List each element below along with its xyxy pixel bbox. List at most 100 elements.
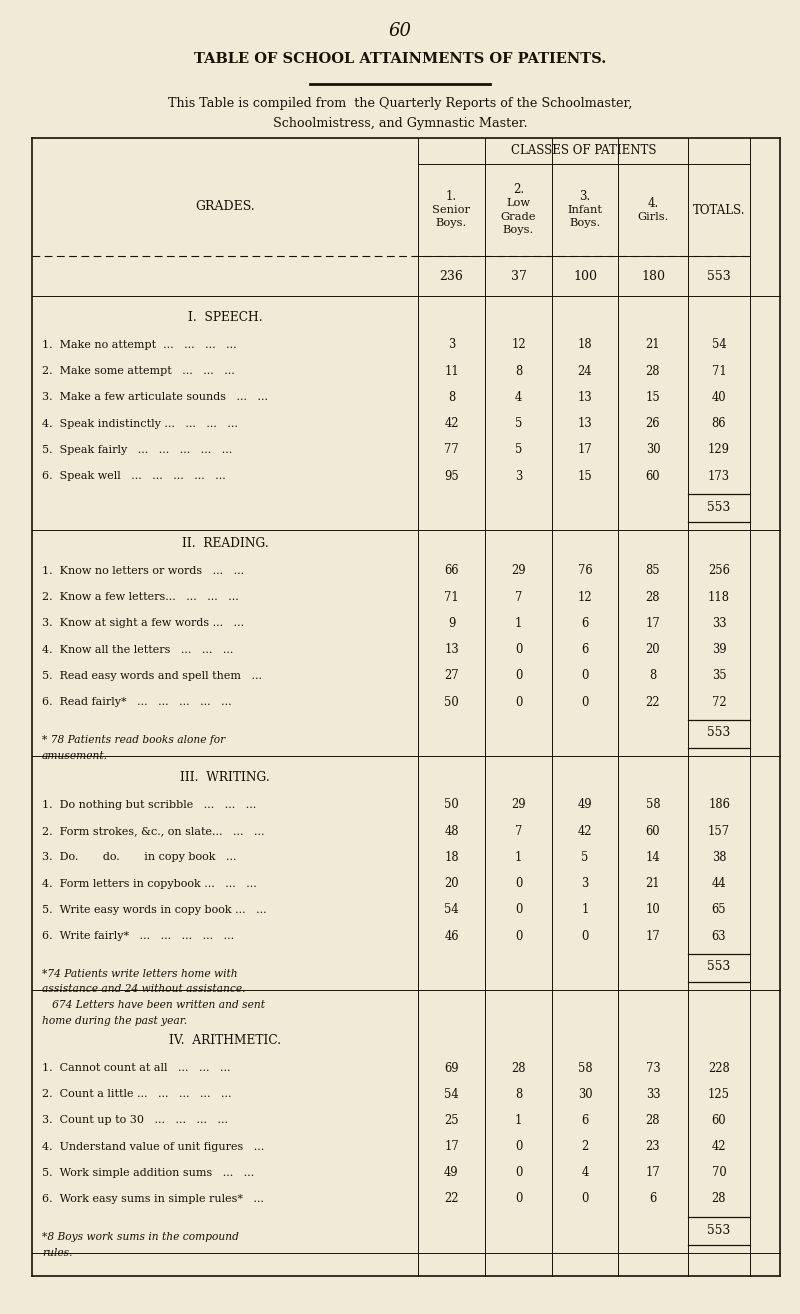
Text: 29: 29 <box>511 565 526 577</box>
Text: 6: 6 <box>582 1114 589 1127</box>
Text: 4.: 4. <box>647 197 658 210</box>
Text: 17: 17 <box>646 929 660 942</box>
Text: 77: 77 <box>444 443 459 456</box>
Text: 3.: 3. <box>579 191 590 202</box>
Text: 3.  Know at sight a few words ...   ...: 3. Know at sight a few words ... ... <box>42 619 244 628</box>
Text: 28: 28 <box>646 365 660 377</box>
Text: TABLE OF SCHOOL ATTAINMENTS OF PATIENTS.: TABLE OF SCHOOL ATTAINMENTS OF PATIENTS. <box>194 53 606 66</box>
Text: 553: 553 <box>707 1223 730 1236</box>
Text: amusement.: amusement. <box>42 750 108 761</box>
Text: 0: 0 <box>515 929 522 942</box>
Text: 1: 1 <box>582 903 589 916</box>
Text: 5: 5 <box>582 851 589 863</box>
Text: 1.  Know no letters or words   ...   ...: 1. Know no letters or words ... ... <box>42 566 244 576</box>
Text: Senior: Senior <box>433 205 470 215</box>
Text: 44: 44 <box>712 878 726 890</box>
Text: 157: 157 <box>708 825 730 838</box>
Text: 5.  Write easy words in copy book ...   ...: 5. Write easy words in copy book ... ... <box>42 905 266 915</box>
Text: assistance and 24 without assistance.: assistance and 24 without assistance. <box>42 984 246 995</box>
Text: 3: 3 <box>448 339 455 352</box>
Text: 13: 13 <box>444 643 459 656</box>
Text: 2: 2 <box>582 1141 589 1154</box>
Text: 6: 6 <box>582 643 589 656</box>
Text: 118: 118 <box>708 591 730 603</box>
Text: 8: 8 <box>515 1088 522 1101</box>
Text: 6.  Write fairly*   ...   ...   ...   ...   ...: 6. Write fairly* ... ... ... ... ... <box>42 932 234 941</box>
Text: 20: 20 <box>646 643 660 656</box>
Text: 0: 0 <box>582 1193 589 1205</box>
Text: 76: 76 <box>578 565 592 577</box>
Text: 173: 173 <box>708 469 730 482</box>
Text: 33: 33 <box>712 616 726 629</box>
Text: TOTALS.: TOTALS. <box>693 204 746 217</box>
Text: 13: 13 <box>578 390 592 403</box>
Text: 66: 66 <box>444 565 458 577</box>
Text: 6.  Speak well   ...   ...   ...   ...   ...: 6. Speak well ... ... ... ... ... <box>42 470 226 481</box>
Text: 58: 58 <box>646 799 660 812</box>
Text: 100: 100 <box>573 269 597 283</box>
Text: 2.  Know a few letters...   ...   ...   ...: 2. Know a few letters... ... ... ... <box>42 593 238 602</box>
Text: 5.  Work simple addition sums   ...   ...: 5. Work simple addition sums ... ... <box>42 1168 254 1177</box>
Text: 1.  Make no attempt  ...   ...   ...   ...: 1. Make no attempt ... ... ... ... <box>42 340 237 350</box>
Text: 72: 72 <box>712 695 726 708</box>
Text: 60: 60 <box>646 469 660 482</box>
Text: 49: 49 <box>578 799 592 812</box>
Text: rules.: rules. <box>42 1247 73 1257</box>
Text: 85: 85 <box>646 565 660 577</box>
Text: Infant: Infant <box>567 205 602 215</box>
Text: Schoolmistress, and Gymnastic Master.: Schoolmistress, and Gymnastic Master. <box>273 117 527 130</box>
Text: 4.  Know all the letters   ...   ...   ...: 4. Know all the letters ... ... ... <box>42 645 234 654</box>
Text: 22: 22 <box>444 1193 458 1205</box>
Text: 73: 73 <box>646 1062 660 1075</box>
Text: 65: 65 <box>712 903 726 916</box>
Text: 0: 0 <box>515 643 522 656</box>
Text: 3.  Make a few articulate sounds   ...   ...: 3. Make a few articulate sounds ... ... <box>42 393 268 402</box>
Text: IV.  ARITHMETIC.: IV. ARITHMETIC. <box>169 1034 281 1047</box>
Text: 236: 236 <box>439 269 463 283</box>
Text: 24: 24 <box>578 365 592 377</box>
Text: Girls.: Girls. <box>638 212 669 222</box>
Text: 5: 5 <box>515 417 522 430</box>
Text: 12: 12 <box>578 591 592 603</box>
Text: 15: 15 <box>646 390 660 403</box>
Text: 7: 7 <box>515 825 522 838</box>
Text: III.  WRITING.: III. WRITING. <box>180 771 270 784</box>
Text: Boys.: Boys. <box>570 218 601 229</box>
Text: 60: 60 <box>646 825 660 838</box>
Text: 180: 180 <box>641 269 665 283</box>
Text: 12: 12 <box>511 339 526 352</box>
Text: 6.  Read fairly*   ...   ...   ...   ...   ...: 6. Read fairly* ... ... ... ... ... <box>42 696 232 707</box>
Text: Low: Low <box>506 198 530 208</box>
Text: 40: 40 <box>712 390 726 403</box>
Text: *74 Patients write letters home with: *74 Patients write letters home with <box>42 968 238 979</box>
Text: 553: 553 <box>707 961 730 974</box>
Text: 8: 8 <box>650 669 657 682</box>
Text: 256: 256 <box>708 565 730 577</box>
Text: 0: 0 <box>515 1167 522 1179</box>
Text: 3.  Do.       do.       in copy book   ...: 3. Do. do. in copy book ... <box>42 853 237 862</box>
Text: 37: 37 <box>510 269 526 283</box>
Text: 10: 10 <box>646 903 660 916</box>
Text: 674 Letters have been written and sent: 674 Letters have been written and sent <box>42 1000 265 1010</box>
Text: 6: 6 <box>582 616 589 629</box>
Text: 6: 6 <box>650 1193 657 1205</box>
Text: 9: 9 <box>448 616 455 629</box>
Text: 27: 27 <box>444 669 459 682</box>
Text: 28: 28 <box>511 1062 526 1075</box>
Text: 60: 60 <box>389 22 411 39</box>
Text: 42: 42 <box>578 825 592 838</box>
Text: 5.  Read easy words and spell them   ...: 5. Read easy words and spell them ... <box>42 671 262 681</box>
Text: 0: 0 <box>515 695 522 708</box>
Text: 28: 28 <box>712 1193 726 1205</box>
Text: 26: 26 <box>646 417 660 430</box>
Text: 228: 228 <box>708 1062 730 1075</box>
Text: 17: 17 <box>646 616 660 629</box>
Text: 28: 28 <box>646 1114 660 1127</box>
Text: 4: 4 <box>515 390 522 403</box>
Text: 3: 3 <box>515 469 522 482</box>
Text: 6.  Work easy sums in simple rules*   ...: 6. Work easy sums in simple rules* ... <box>42 1194 264 1204</box>
Text: 5: 5 <box>515 443 522 456</box>
Text: 18: 18 <box>444 851 459 863</box>
Text: 1.  Do nothing but scribble   ...   ...   ...: 1. Do nothing but scribble ... ... ... <box>42 800 256 809</box>
Text: 0: 0 <box>582 695 589 708</box>
